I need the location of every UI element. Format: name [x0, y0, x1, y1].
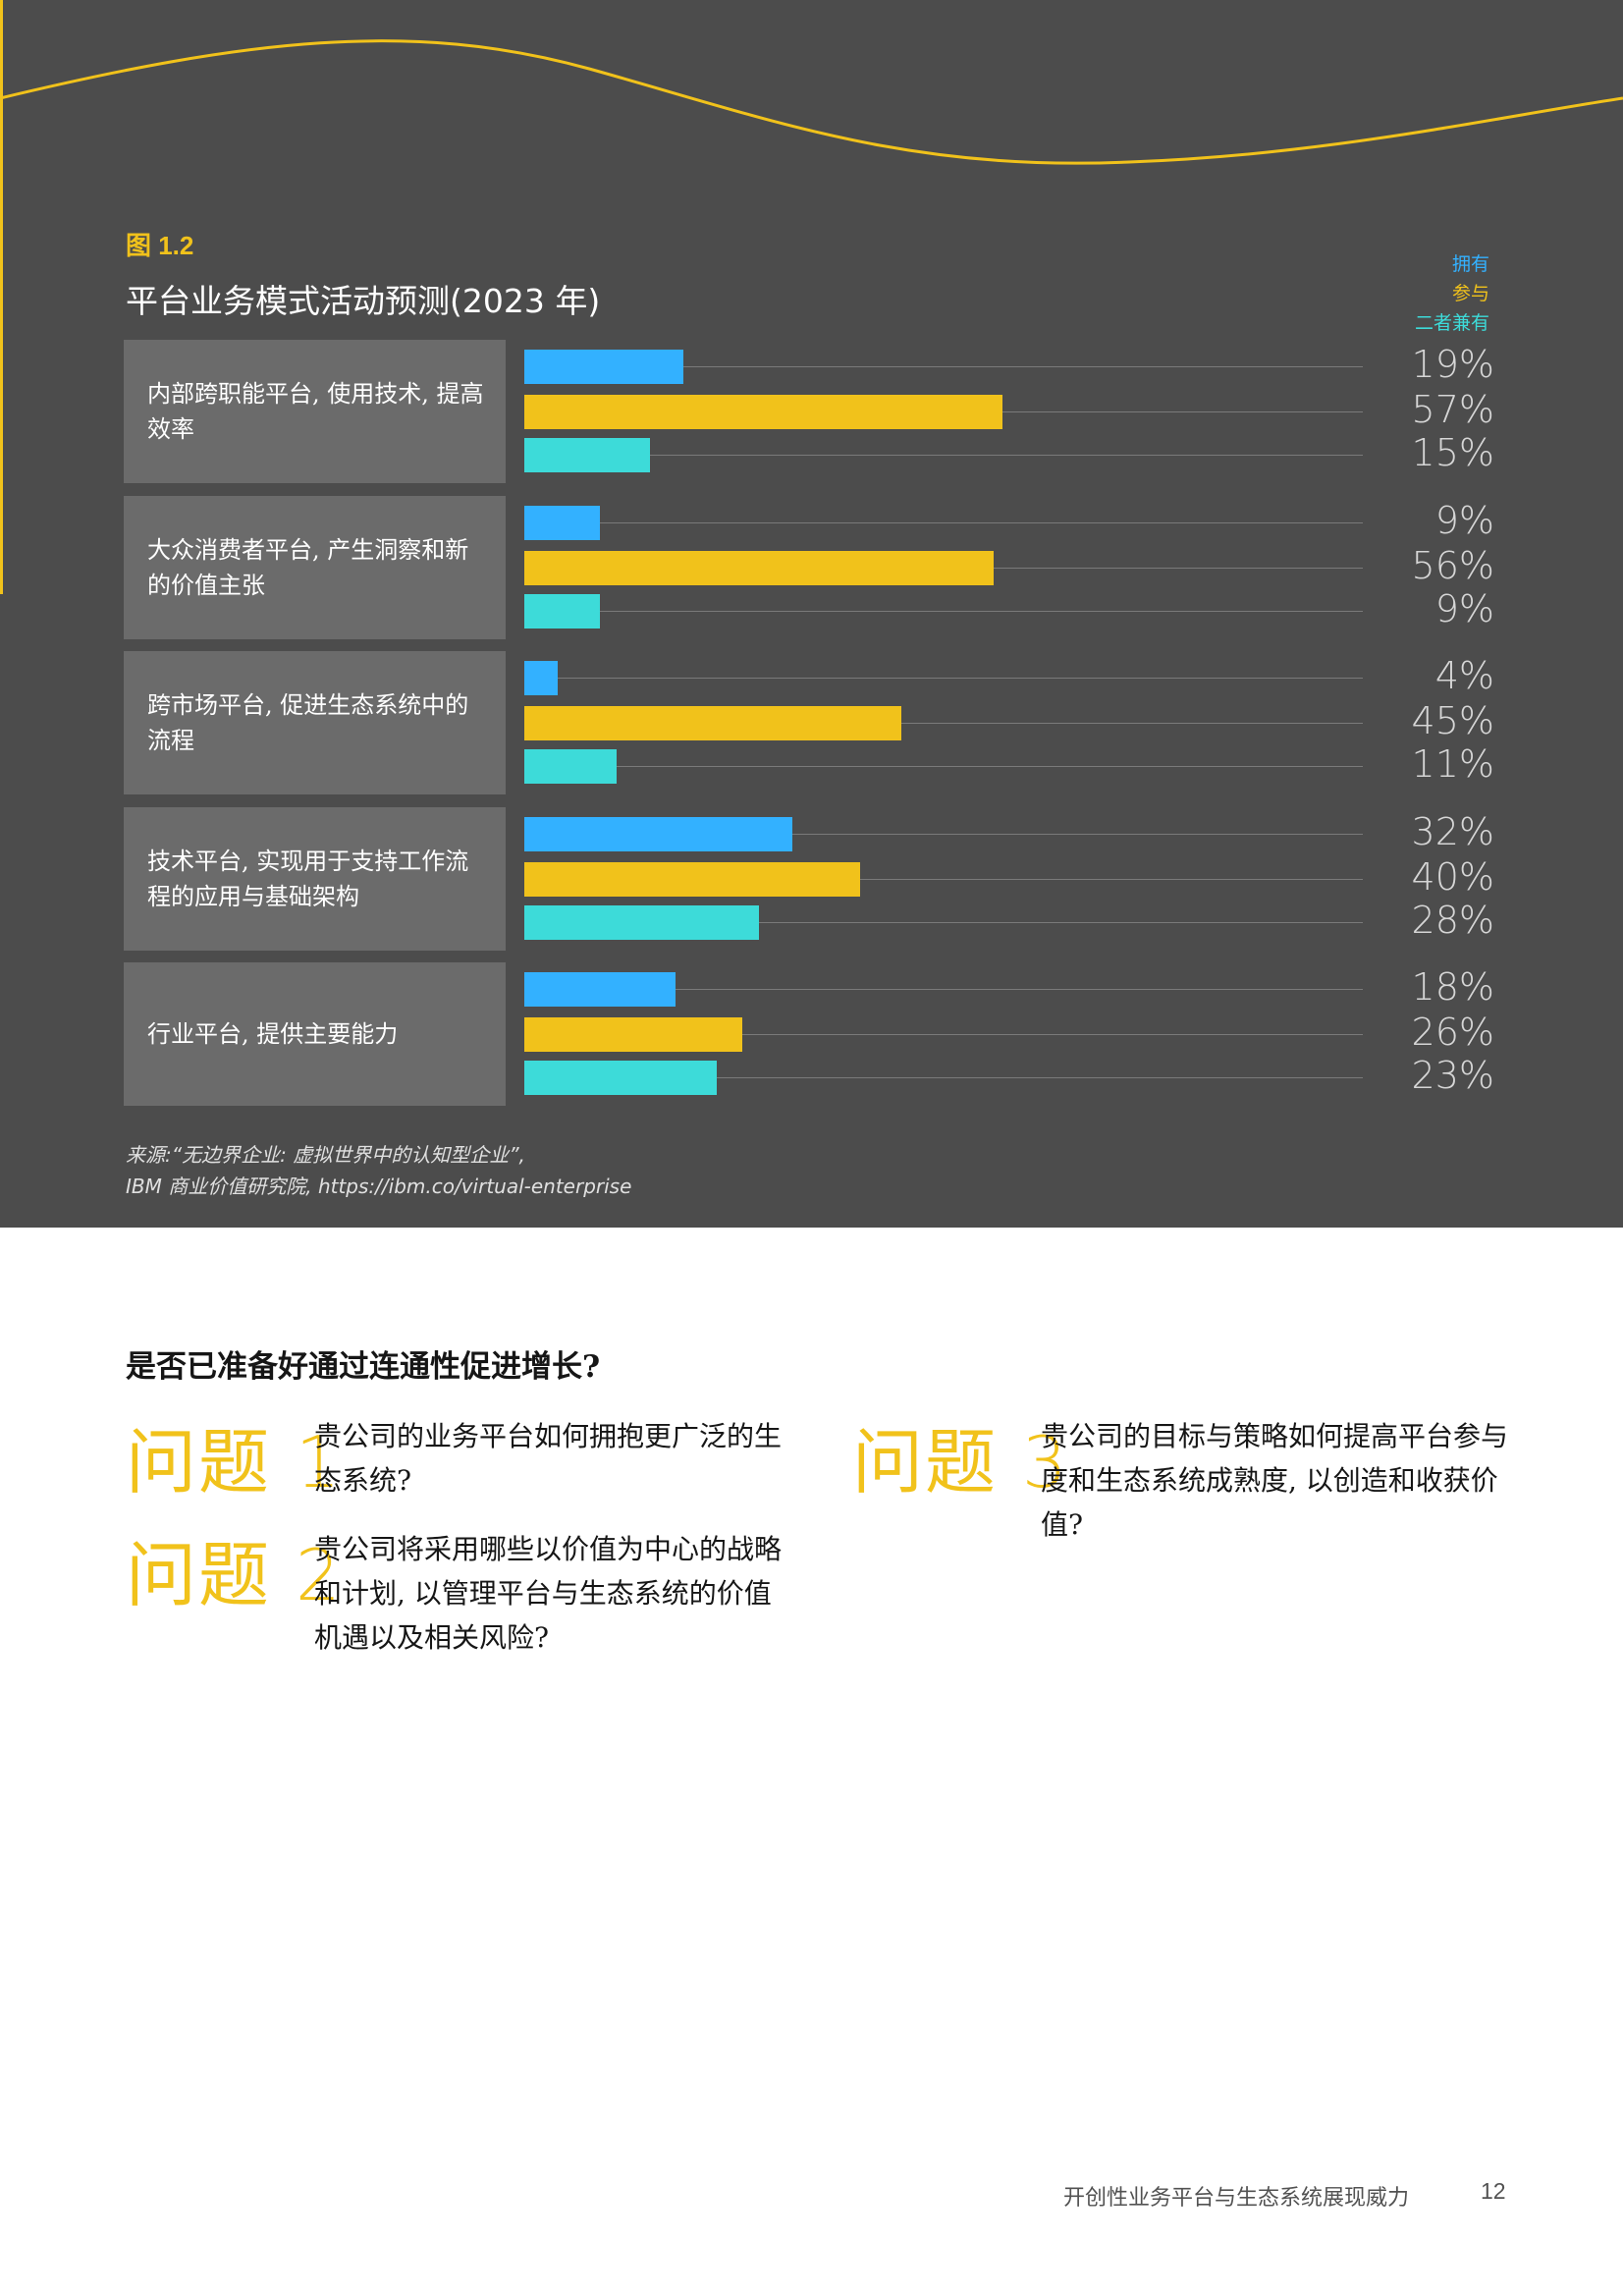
figure-label: 图 1.2: [126, 231, 194, 260]
question-2-label: 问题 2: [126, 1534, 343, 1616]
bar: [524, 816, 793, 851]
gridline: [524, 366, 1363, 367]
category-label: 跨市场平台, 促进生态系统中的流程: [147, 691, 469, 754]
bar: [524, 593, 600, 629]
gridline: [524, 610, 1363, 612]
category-box: 跨市场平台, 促进生态系统中的流程: [124, 651, 506, 794]
category-box: 技术平台, 实现用于支持工作流程的应用与基础架构: [124, 806, 506, 951]
section-heading: 是否已准备好通过连通性促进增长?: [126, 1349, 601, 1385]
category-label: 内部跨职能平台, 使用技术, 提高效率: [147, 380, 484, 443]
value-label: 19%: [1411, 343, 1494, 386]
bar: [524, 661, 559, 695]
gridline: [524, 766, 1363, 767]
value-label: 45%: [1411, 699, 1494, 742]
category-box: 行业平台, 提供主要能力: [124, 962, 506, 1106]
bar: [524, 972, 676, 1007]
value-label: 11%: [1411, 742, 1494, 786]
gridline: [524, 989, 1363, 990]
bar: [524, 706, 902, 740]
source-note: 来源:“无边界企业: 虚拟世界中的认知型企业”, IBM 商业价值研究院, ht…: [126, 1139, 631, 1202]
gridline: [524, 921, 1363, 923]
bar: [524, 749, 617, 784]
gridline: [524, 455, 1363, 456]
bar: [524, 505, 600, 540]
value-label: 56%: [1411, 543, 1494, 587]
bar: [524, 861, 860, 897]
gridline: [524, 1077, 1363, 1078]
legend-item-both: 二者兼有: [1414, 312, 1489, 334]
gridline: [524, 833, 1363, 835]
legend-item-own: 拥有: [1451, 253, 1489, 275]
bar: [524, 438, 651, 472]
footer-title: 开创性业务平台与生态系统展现威力: [1063, 2186, 1410, 2211]
value-label: 32%: [1411, 809, 1494, 853]
legend-item-participate: 参与: [1451, 283, 1489, 304]
question-1-label: 问题 1: [126, 1421, 343, 1503]
gridline: [524, 1034, 1363, 1035]
category-label: 大众消费者平台, 产生洞察和新的价值主张: [147, 535, 469, 599]
value-label: 15%: [1411, 431, 1494, 474]
category-box: 大众消费者平台, 产生洞察和新的价值主张: [124, 495, 506, 639]
category-label: 行业平台, 提供主要能力: [147, 1020, 399, 1048]
decorative-wave: [0, 39, 1623, 165]
question-1-text: 贵公司的业务平台如何拥抱更广泛的生态系统?: [314, 1420, 783, 1497]
value-label: 9%: [1434, 498, 1494, 542]
source-line-1: 来源:“无边界企业: 虚拟世界中的认知型企业”,: [126, 1143, 525, 1167]
bar: [524, 904, 760, 940]
category-label: 技术平台, 实现用于支持工作流程的应用与基础架构: [147, 847, 469, 910]
value-label: 23%: [1411, 1054, 1494, 1097]
gridline: [524, 723, 1363, 724]
source-line-2: IBM 商业价值研究院, https://ibm.co/virtual-ente…: [126, 1175, 632, 1198]
value-label: 18%: [1411, 965, 1494, 1009]
gridline: [524, 878, 1363, 880]
value-label: 57%: [1411, 388, 1494, 431]
question-3-label: 问题 3: [852, 1421, 1069, 1503]
question-2-text: 贵公司将采用哪些以价值为中心的战略和计划, 以管理平台与生态系统的价值机遇以及相…: [314, 1533, 783, 1654]
bar: [524, 1061, 718, 1095]
question-3-text: 贵公司的目标与策略如何提高平台参与度和生态系统成熟度, 以创造和收获价值?: [1041, 1420, 1509, 1541]
page-number: 12: [1481, 2178, 1506, 2204]
value-label: 4%: [1434, 654, 1494, 697]
gridline: [524, 678, 1363, 679]
figure-title: 平台业务模式活动预测(2023 年): [126, 282, 601, 320]
panel-accent-edge: [0, 0, 3, 594]
chart-panel: 图 1.2 平台业务模式活动预测(2023 年) 拥有 参与 二者兼有 内部跨职…: [0, 0, 1623, 1228]
gridline: [524, 521, 1363, 523]
bar: [524, 550, 995, 585]
value-label: 40%: [1411, 854, 1494, 899]
bar: [524, 395, 1002, 429]
value-label: 28%: [1411, 898, 1494, 942]
value-label: 26%: [1411, 1011, 1494, 1054]
category-box: 内部跨职能平台, 使用技术, 提高效率: [124, 340, 506, 483]
bar: [524, 350, 684, 384]
value-label: 9%: [1434, 586, 1494, 630]
chart-legend: 拥有 参与 二者兼有: [1415, 249, 1489, 338]
bar: [524, 1017, 743, 1052]
